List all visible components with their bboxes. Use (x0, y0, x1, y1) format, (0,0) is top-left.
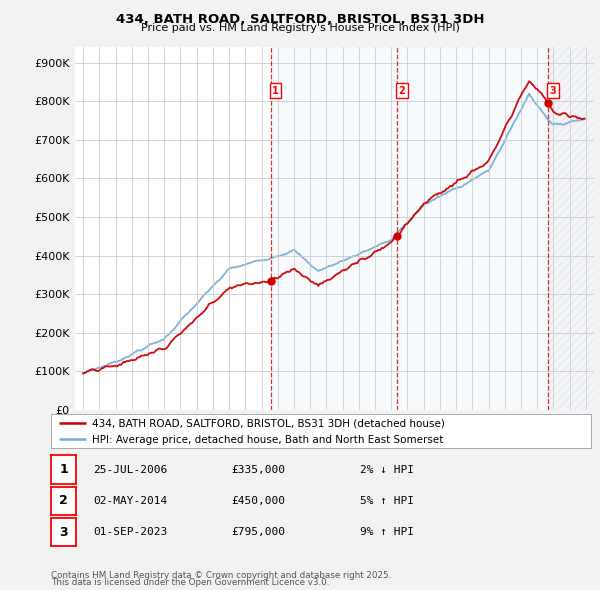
Bar (548, 47, 594, 410)
Text: 1: 1 (272, 86, 279, 96)
Text: £335,000: £335,000 (231, 465, 285, 474)
Text: £795,000: £795,000 (231, 527, 285, 537)
Text: 5% ↑ HPI: 5% ↑ HPI (360, 496, 414, 506)
Text: 3: 3 (59, 526, 68, 539)
Text: 2: 2 (398, 86, 405, 96)
Text: This data is licensed under the Open Government Licence v3.0.: This data is licensed under the Open Gov… (51, 578, 329, 587)
Text: Price paid vs. HM Land Registry's House Price Index (HPI): Price paid vs. HM Land Registry's House … (140, 23, 460, 33)
Text: 434, BATH ROAD, SALTFORD, BRISTOL, BS31 3DH: 434, BATH ROAD, SALTFORD, BRISTOL, BS31 … (116, 13, 484, 26)
Text: 434, BATH ROAD, SALTFORD, BRISTOL, BS31 3DH (detached house): 434, BATH ROAD, SALTFORD, BRISTOL, BS31 … (91, 418, 445, 428)
Text: 2: 2 (59, 494, 68, 507)
Text: £450,000: £450,000 (231, 496, 285, 506)
Bar (271, 47, 548, 410)
Text: 25-JUL-2006: 25-JUL-2006 (93, 465, 167, 474)
Text: 1: 1 (59, 463, 68, 476)
Text: 02-MAY-2014: 02-MAY-2014 (93, 496, 167, 506)
Text: HPI: Average price, detached house, Bath and North East Somerset: HPI: Average price, detached house, Bath… (91, 435, 443, 445)
Text: Contains HM Land Registry data © Crown copyright and database right 2025.: Contains HM Land Registry data © Crown c… (51, 571, 391, 580)
Text: 01-SEP-2023: 01-SEP-2023 (93, 527, 167, 537)
Text: 3: 3 (550, 86, 556, 96)
Text: 9% ↑ HPI: 9% ↑ HPI (360, 527, 414, 537)
Text: 2% ↓ HPI: 2% ↓ HPI (360, 465, 414, 474)
